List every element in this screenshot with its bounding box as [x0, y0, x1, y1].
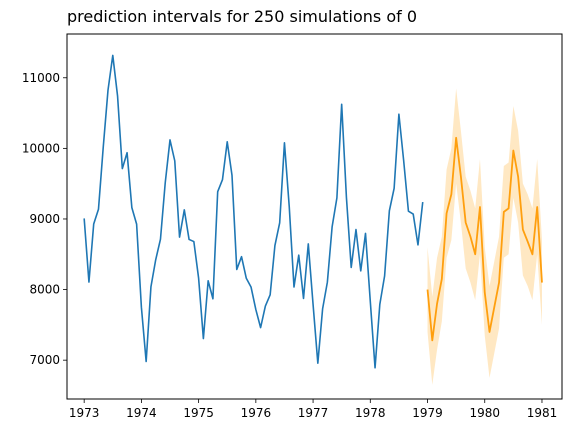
- x-tick-label: 1980: [469, 406, 500, 420]
- y-tick-label: 11000: [22, 71, 60, 85]
- x-tick-label: 1976: [241, 406, 272, 420]
- prediction-interval-band: [427, 88, 542, 385]
- x-tick-label: 1977: [298, 406, 329, 420]
- x-tick-label: 1979: [412, 406, 443, 420]
- y-tick-label: 8000: [29, 283, 60, 297]
- x-tick-label: 1974: [126, 406, 157, 420]
- y-tick-label: 9000: [29, 212, 60, 226]
- x-tick-label: 1981: [527, 406, 558, 420]
- observed-series-line: [83, 54, 424, 369]
- y-tick-label: 10000: [22, 141, 60, 155]
- axes-frame: [66, 33, 563, 400]
- x-tick-label: 1973: [69, 406, 100, 420]
- x-tick-label: 1978: [355, 406, 386, 420]
- x-tick-label: 1975: [183, 406, 214, 420]
- y-tick-label: 7000: [29, 353, 60, 367]
- chart-title: prediction intervals for 250 simulations…: [67, 7, 418, 26]
